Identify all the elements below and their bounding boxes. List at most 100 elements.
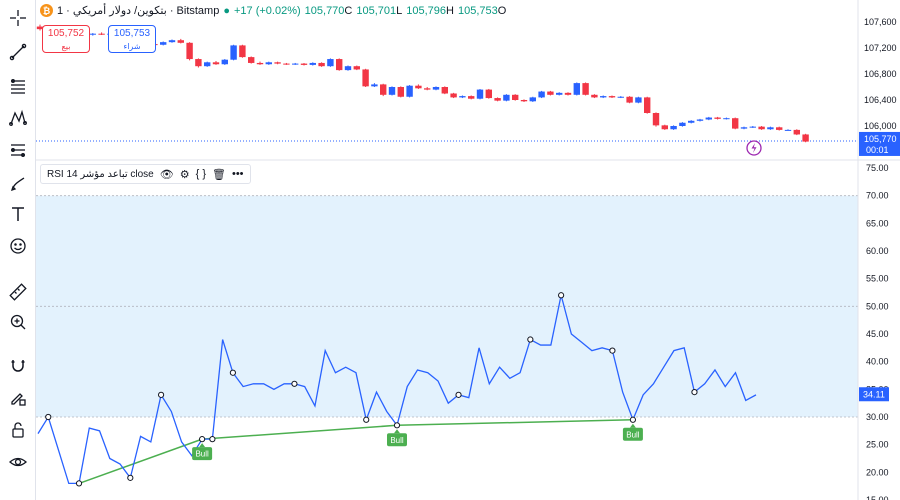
- sell-button[interactable]: 105,752 بيع: [42, 25, 90, 53]
- pattern-icon[interactable]: [4, 104, 32, 132]
- sell-label: بيع: [61, 42, 71, 51]
- price-tick-label: 106,000: [864, 121, 897, 131]
- drawing-toolbar: [0, 0, 36, 500]
- candle-body: [547, 91, 554, 95]
- zoom-in-icon[interactable]: [4, 308, 32, 336]
- rsi-tick-label: 55.00: [866, 274, 889, 284]
- candle-body: [696, 119, 704, 121]
- candle-body: [336, 59, 343, 71]
- candle-body: [441, 87, 448, 94]
- candle-body: [362, 69, 369, 87]
- candle-body: [327, 59, 334, 67]
- candle-body: [485, 89, 492, 99]
- rsi-pivot-point: [229, 369, 236, 376]
- candle-body: [732, 118, 739, 129]
- symbol-title[interactable]: بتكوين/ دولار أمريكي · 1 · Bitstamp: [57, 5, 220, 17]
- emoji-icon[interactable]: [4, 232, 32, 260]
- chart-canvas[interactable]: Bull Bull Bull 107,600 107,200 106,800 106,40…: [36, 0, 900, 500]
- text-icon[interactable]: [4, 200, 32, 228]
- candle-body: [767, 127, 774, 130]
- rsi-tick-label: 45.00: [866, 329, 889, 339]
- fib-levels-icon[interactable]: [4, 72, 32, 100]
- settings-icon[interactable]: ⚙: [179, 168, 190, 181]
- price-tick-label: 106,400: [864, 95, 897, 105]
- bull-label-box: [387, 433, 407, 447]
- ohlc-close: 105,770C: [304, 4, 353, 17]
- candle-body: [221, 59, 228, 65]
- bull-label-pointer: [394, 429, 400, 434]
- lock-drawing-icon[interactable]: [4, 384, 32, 412]
- buy-price: 105,753: [113, 28, 151, 39]
- rsi-tick-label: 30.00: [866, 412, 889, 422]
- rsi-legend[interactable]: RSI تباعد مؤشر 14 close 👁 ⚙ { } 🗑 •••: [40, 164, 251, 184]
- candle-body: [723, 118, 730, 120]
- candle-body: [204, 62, 211, 67]
- rsi-pivot-point: [291, 380, 298, 387]
- candle-body: [309, 62, 316, 65]
- rsi-axis[interactable]: 75.00 70.00 65.00 60.00 55.00 50.00 45.00 40.00…: [859, 163, 889, 500]
- rsi-pivot-point: [363, 416, 370, 423]
- price-axis[interactable]: 107,600 107,200 106,800 106,400 106,000 105,7…: [859, 17, 900, 156]
- candle-body: [688, 120, 695, 123]
- candle-body: [476, 89, 484, 99]
- candle-body: [177, 40, 184, 43]
- candle-body: [318, 62, 325, 67]
- price-tick-label: 107,600: [864, 17, 897, 27]
- countdown-label: 00:01: [866, 145, 889, 155]
- ruler-icon[interactable]: [4, 278, 32, 306]
- candle-body: [353, 66, 360, 70]
- candle-body: [274, 62, 281, 64]
- chart-area[interactable]: Bull Bull Bull 107,600 107,200 106,800 106,40…: [36, 0, 900, 500]
- candle-body: [406, 85, 413, 97]
- rsi-legend-title[interactable]: RSI تباعد مؤشر 14 close: [47, 168, 154, 180]
- candle-body: [573, 83, 580, 95]
- magnet-icon[interactable]: [4, 352, 32, 380]
- brush-icon[interactable]: [4, 170, 32, 198]
- rsi-current-label: 34.11: [863, 389, 885, 399]
- price-change: +17 (+0.02%): [234, 4, 301, 17]
- rsi-pivot-point: [455, 391, 462, 398]
- candle-body: [459, 96, 466, 98]
- rsi-overbought-oversold-band: [36, 195, 858, 417]
- rsi-series[interactable]: [37, 292, 757, 487]
- rsi-pivot-point: [199, 436, 206, 443]
- bull-divergence-line: [78, 438, 203, 485]
- candle-body: [556, 92, 563, 95]
- candle-body: [300, 63, 308, 65]
- candle-body: [195, 59, 202, 67]
- trend-line-icon[interactable]: [4, 38, 32, 66]
- candle-body: [582, 83, 589, 95]
- lock-icon[interactable]: [4, 416, 32, 444]
- eye-icon[interactable]: 👁: [159, 168, 174, 181]
- rsi-pivot-point: [45, 413, 52, 421]
- candle-body: [371, 84, 378, 87]
- candle-body: [256, 62, 264, 65]
- source-code-icon[interactable]: { }: [195, 168, 206, 180]
- alert-icon[interactable]: [746, 140, 762, 156]
- candle-body: [160, 42, 167, 45]
- bull-divergence-line: [396, 419, 633, 427]
- candle-body: [388, 87, 396, 95]
- crosshair-icon[interactable]: [4, 4, 32, 32]
- candle-body: [344, 66, 352, 71]
- candle-body: [714, 117, 721, 119]
- btc-icon[interactable]: ₿: [40, 4, 53, 17]
- eye-icon[interactable]: [4, 448, 32, 476]
- bull-divergence-line: [202, 424, 398, 440]
- candle-body: [415, 85, 422, 89]
- candle-body: [802, 134, 809, 142]
- rsi-tick-label: 40.00: [866, 357, 889, 367]
- sell-price: 105,752: [47, 28, 85, 39]
- bull-label-pointer: [199, 443, 206, 448]
- more-icon[interactable]: •••: [231, 168, 244, 180]
- candle-body: [283, 63, 290, 65]
- forecast-icon[interactable]: [4, 136, 32, 164]
- candle-body: [168, 40, 176, 43]
- candle-body: [468, 96, 475, 99]
- rsi-pivot-point: [609, 347, 616, 354]
- rsi-tick-label: 20.00: [866, 467, 889, 477]
- buy-button[interactable]: 105,753 شراء: [108, 25, 156, 53]
- trash-icon[interactable]: 🗑: [212, 168, 226, 181]
- rsi-pivot-point: [629, 416, 637, 423]
